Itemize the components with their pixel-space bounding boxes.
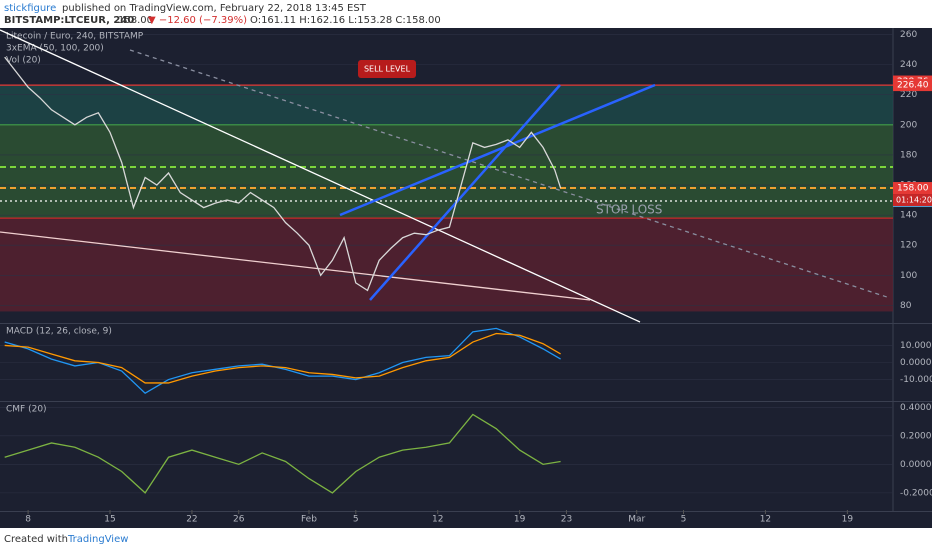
published: published on TradingView.com, February 2…	[62, 3, 367, 14]
trendline	[129, 49, 891, 299]
y-tick-label: -10.0000	[900, 375, 932, 385]
y-tick-label: 240	[900, 60, 917, 70]
series-line	[4, 56, 562, 292]
x-tick-label: Mar	[628, 515, 645, 525]
x-tick-label: 26	[233, 515, 245, 525]
trendline	[339, 83, 656, 217]
y-tick-label: 180	[900, 150, 917, 160]
indicator-label: Vol (20)	[6, 56, 41, 66]
sell-box	[358, 60, 416, 78]
x-tick-label: 5	[353, 515, 359, 525]
change: ▼ −12.60 (−7.39%)	[148, 15, 247, 26]
price-tag	[893, 79, 932, 92]
countdown-tag	[893, 194, 932, 207]
trendline	[0, 231, 591, 301]
y-tick-label: 0.0000	[900, 460, 932, 470]
x-tick-label: 23	[561, 515, 572, 525]
annotation: STOP LOSS	[596, 203, 662, 217]
zone-red	[0, 218, 893, 312]
x-tick-label: 22	[186, 515, 197, 525]
zone-upper	[0, 85, 893, 125]
pane-title: Litecoin / Euro, 240, BITSTAMP	[6, 32, 144, 42]
ohlc: O:161.11 H:162.16 L:153.28 C:158.00	[250, 15, 441, 26]
x-tick-label: 19	[514, 515, 526, 525]
x-tick-label: 19	[842, 515, 854, 525]
author[interactable]: stickfigure	[4, 3, 56, 14]
pane-title: MACD (12, 26, close, 9)	[6, 327, 112, 337]
indicator-label: 3xEMA (50, 100, 200)	[6, 44, 104, 54]
x-tick-label: 8	[25, 515, 31, 525]
x-tick-label: 12	[760, 515, 771, 525]
x-tick-label: 12	[432, 515, 443, 525]
x-tick-label: Feb	[301, 515, 317, 525]
y-tick-label: 140	[900, 211, 917, 221]
footer-brand[interactable]: TradingView	[67, 534, 128, 545]
price-tag-label: 158.00	[897, 184, 929, 194]
countdown: 01:14:20	[896, 196, 932, 205]
y-tick-label: 200	[900, 120, 917, 130]
y-tick-label: 80	[900, 301, 912, 311]
series-line	[4, 413, 561, 494]
y-tick-label: 10.0000	[900, 341, 932, 351]
y-tick-label: 0.4000	[900, 403, 932, 413]
y-tick-label: 260	[900, 30, 917, 40]
x-tick-label: 5	[681, 515, 687, 525]
price-tag-label: 226.40	[897, 81, 929, 91]
symbol: BITSTAMP:LTCEUR, 240	[4, 15, 134, 26]
annotation: SELL LEVEL	[364, 65, 411, 74]
pane-title: CMF (20)	[6, 405, 47, 415]
series-line	[4, 332, 561, 384]
y-tick-label: 0.0000	[900, 358, 932, 368]
y-tick-label: 100	[900, 271, 917, 281]
trendline	[0, 29, 641, 323]
last: 158.00	[118, 15, 153, 26]
x-tick-label: 15	[104, 515, 115, 525]
y-tick-label: 220	[900, 90, 917, 100]
y-tick-label: 0.2000	[900, 431, 932, 441]
y-tick-label: -0.2000	[900, 488, 932, 498]
y-tick-label: 120	[900, 241, 917, 251]
footer-created: Created with	[4, 534, 68, 545]
price-tag	[893, 182, 932, 195]
trendline	[369, 84, 561, 301]
